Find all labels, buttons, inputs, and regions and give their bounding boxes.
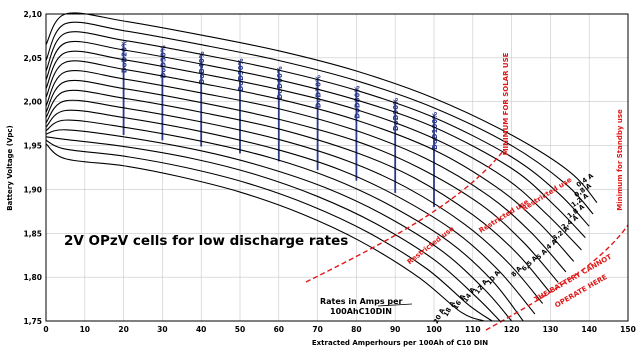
discharge-curve bbox=[45, 119, 524, 322]
dod-label: DoD60% bbox=[276, 66, 284, 99]
discharge-curve bbox=[45, 136, 501, 322]
discharge-curve bbox=[45, 143, 485, 322]
discharge-curve bbox=[45, 60, 575, 262]
x-tick-label: 40 bbox=[196, 325, 206, 334]
y-tick-label: 1,95 bbox=[23, 142, 42, 151]
x-tick-label: 100 bbox=[426, 325, 442, 334]
x-tick-label: 130 bbox=[543, 325, 559, 334]
y-axis-title: Battery Voltage (Vpc) bbox=[6, 125, 14, 210]
rates-box-line1: Rates in Amps per bbox=[320, 297, 403, 306]
dod-label: DoD70% bbox=[315, 75, 323, 108]
x-tick-label: 150 bbox=[620, 325, 636, 334]
x-tick-label: 20 bbox=[118, 325, 128, 334]
dod-label: DoD30% bbox=[159, 45, 167, 78]
minimum-standby-label: Minimum for Standby use bbox=[616, 109, 624, 211]
x-tick-label: 60 bbox=[274, 325, 284, 334]
discharge-curve bbox=[45, 139, 493, 322]
dod-label: DoD20% bbox=[121, 40, 129, 73]
discharge-curve bbox=[45, 109, 536, 315]
discharge-curve bbox=[45, 50, 582, 251]
dod-label: DoD90% bbox=[392, 98, 400, 131]
x-tick-label: 90 bbox=[390, 325, 400, 334]
plot-frame bbox=[45, 13, 629, 322]
dod-label: DoD100% bbox=[431, 112, 439, 150]
restricted-use-label-2: Restricted use bbox=[478, 198, 531, 235]
discharge-curve bbox=[45, 31, 590, 227]
discharge-curve bbox=[45, 40, 586, 239]
y-tick-label: 2,10 bbox=[23, 10, 42, 19]
discharge-curve bbox=[45, 99, 544, 304]
y-tick-label: 1,85 bbox=[23, 229, 42, 238]
x-tick-label: 120 bbox=[504, 325, 520, 334]
discharge-curve bbox=[45, 12, 598, 203]
rates-box-arrow bbox=[377, 303, 413, 307]
discharge-curve bbox=[45, 89, 551, 294]
y-tick-label: 2,05 bbox=[23, 54, 42, 63]
chart-title: 2V OPzV cells for low discharge rates bbox=[64, 233, 348, 249]
x-tick-label: 0 bbox=[43, 325, 48, 334]
y-tick-label: 1,90 bbox=[23, 185, 42, 194]
x-tick-label: 50 bbox=[235, 325, 245, 334]
axes: 0 10 20 30 40 50 60 70 80 90 100 110 120 130 140 150 1,7… bbox=[23, 10, 635, 334]
rates-box-line2: 100AhC10DIN bbox=[330, 307, 392, 316]
y-tick-label: 1,75 bbox=[23, 317, 42, 326]
x-tick-label: 30 bbox=[157, 325, 167, 334]
limit-lines bbox=[305, 149, 629, 331]
discharge-curve bbox=[45, 79, 559, 283]
discharge-curve bbox=[45, 70, 567, 273]
x-tick-label: 80 bbox=[351, 325, 361, 334]
discharge-curve bbox=[45, 21, 594, 215]
minimum-solar-label: MINIMUM FOR SOLAR USE bbox=[502, 52, 510, 155]
labels: 0,4 A0,8 A1,2 A1,8 A2,4 A3,2 A4 A5 A6,5 … bbox=[432, 172, 595, 325]
y-tick-label: 2,00 bbox=[23, 98, 42, 107]
x-tick-label: 70 bbox=[312, 325, 322, 334]
rates-box: Rates in Amps per 100AhC10DIN bbox=[320, 297, 413, 316]
cannot-operate-line2: OPERATE HERE bbox=[553, 273, 608, 310]
y-tick-label: 1,80 bbox=[23, 273, 42, 282]
solar-limit-line bbox=[305, 149, 505, 283]
x-tick-label: 140 bbox=[581, 325, 597, 334]
dod-label: DoD80% bbox=[353, 86, 361, 119]
discharge-curve bbox=[45, 129, 513, 322]
curves bbox=[45, 12, 598, 322]
x-axis-title: Extracted Amperhours per 100Ah of C10 DI… bbox=[312, 339, 488, 347]
dod-label: DoD50% bbox=[237, 58, 245, 91]
x-tick-label: 110 bbox=[465, 325, 481, 334]
x-tick-label: 10 bbox=[80, 325, 90, 334]
dod-label: DoD40% bbox=[198, 51, 206, 84]
